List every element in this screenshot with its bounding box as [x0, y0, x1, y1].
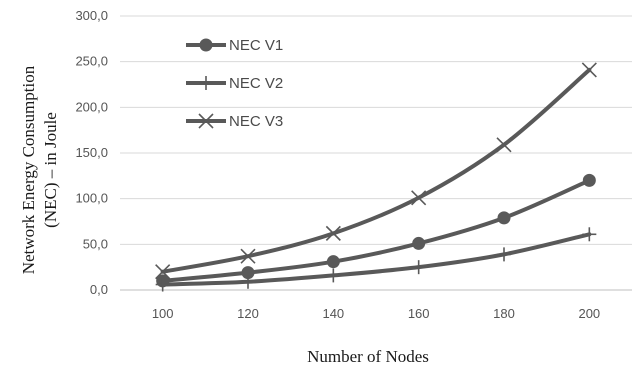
- x-axis-ticks: 100 120 140 160 180 200: [152, 306, 600, 321]
- x-tick-label: 140: [322, 306, 344, 321]
- data-point: [412, 260, 426, 274]
- data-point: [200, 39, 213, 52]
- data-point: [412, 191, 426, 205]
- x-tick-label: 100: [152, 306, 174, 321]
- legend-item: NEC V3: [186, 113, 283, 130]
- y-tick-label: 50,0: [83, 236, 108, 251]
- legend-label: NEC V1: [229, 37, 283, 54]
- data-point: [497, 247, 511, 261]
- data-point: [583, 174, 596, 187]
- series-nec-v3: [156, 63, 597, 279]
- data-point: [327, 255, 340, 268]
- data-point: [498, 211, 511, 224]
- y-axis-ticks: 0,0 50,0 100,0 150,0 200,0 250,0 300,0: [75, 8, 108, 297]
- y-axis-title: Network Energy Consumption (NEC) – in Jo…: [19, 65, 60, 274]
- x-tick-label: 200: [578, 306, 600, 321]
- y-tick-label: 200,0: [75, 99, 108, 114]
- legend-item: NEC V1: [186, 37, 283, 54]
- legend-label: NEC V2: [229, 75, 283, 92]
- series-lines: [156, 63, 597, 292]
- data-point: [326, 268, 340, 282]
- series-line: [163, 70, 590, 272]
- x-tick-label: 160: [408, 306, 430, 321]
- series-line: [163, 180, 590, 280]
- series-nec-v2: [156, 227, 597, 291]
- x-axis-title: Number of Nodes: [307, 347, 429, 366]
- y-axis-title-line2: (NEC) – in Joule: [41, 112, 60, 228]
- data-point: [582, 227, 596, 241]
- y-tick-label: 250,0: [75, 54, 108, 69]
- legend-label: NEC V3: [229, 113, 283, 130]
- data-point: [199, 76, 213, 90]
- legend: NEC V1 NEC V2 NEC V3: [186, 37, 283, 130]
- y-tick-label: 150,0: [75, 145, 108, 160]
- y-tick-label: 300,0: [75, 8, 108, 23]
- data-point: [582, 63, 596, 77]
- data-point: [497, 138, 511, 152]
- y-tick-label: 0,0: [90, 282, 108, 297]
- x-tick-label: 120: [237, 306, 259, 321]
- gridlines: [120, 16, 632, 290]
- data-point: [412, 237, 425, 250]
- legend-item: NEC V2: [186, 75, 283, 92]
- y-axis-title-line1: Network Energy Consumption: [19, 65, 38, 274]
- x-tick-label: 180: [493, 306, 515, 321]
- y-tick-label: 100,0: [75, 191, 108, 206]
